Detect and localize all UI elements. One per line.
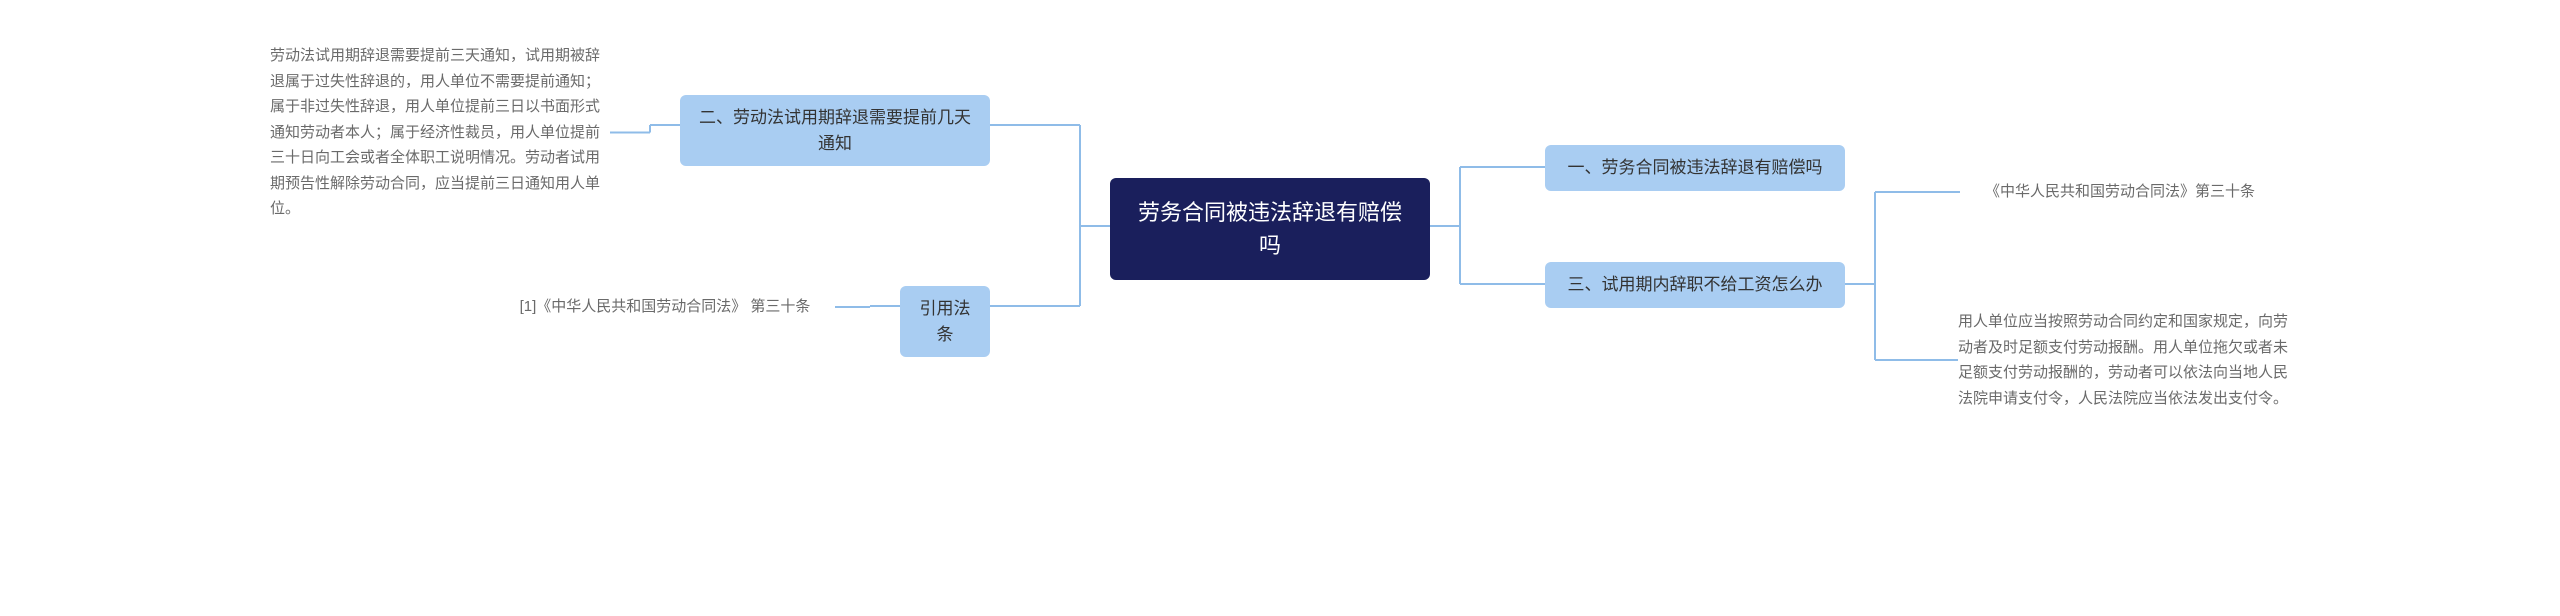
leaf-r3b: 用人单位应当按照劳动合同约定和国家规定，向劳动者及时足额支付劳动报酬。用人单位拖… [1958, 285, 2288, 435]
leaf-r3a: 《中华人民共和国劳动合同法》第三十条 [1960, 178, 2280, 206]
leaf-l-cite-a: [1]《中华人民共和国劳动合同法》 第三十条 [495, 293, 835, 321]
leaf-l2a: 劳动法试用期辞退需要提前三天通知，试用期被辞退属于过失性辞退的，用人单位不需要提… [270, 35, 610, 230]
branch-l-cite: 引用法条 [900, 286, 990, 357]
branch-r3: 三、试用期内辞职不给工资怎么办 [1545, 262, 1845, 308]
branch-l2: 二、劳动法试用期辞退需要提前几天通知 [680, 95, 990, 166]
branch-r1: 一、劳务合同被违法辞退有赔偿吗 [1545, 145, 1845, 191]
root-node: 劳务合同被违法辞退有赔偿吗 [1110, 178, 1430, 280]
